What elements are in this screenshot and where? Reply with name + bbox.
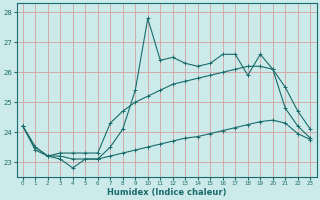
- X-axis label: Humidex (Indice chaleur): Humidex (Indice chaleur): [107, 188, 226, 197]
